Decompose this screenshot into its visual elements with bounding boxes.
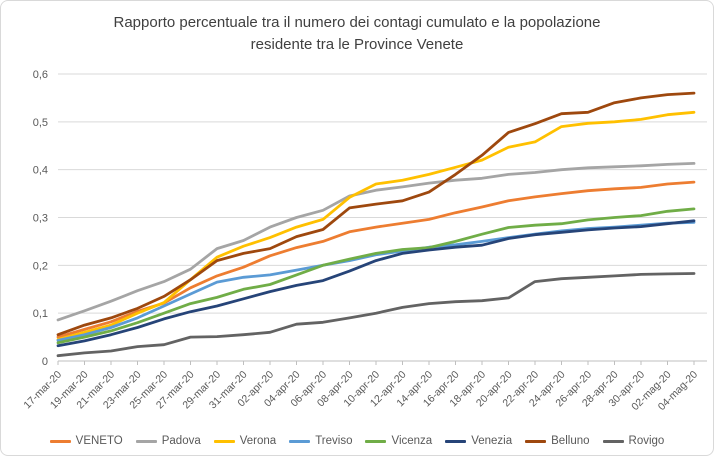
chart-title-line2: residente tra le Province Venete [250,36,464,53]
chart-title-line1: Rapporto percentuale tra il numero dei c… [113,14,601,31]
legend-label-padova: Padova [161,435,201,447]
y-tick-label: 0,1 [33,308,48,320]
legend-label-vicenza: Vicenza [391,435,433,447]
legend-label-belluno: Belluno [551,435,590,447]
legend-dash-belluno [525,439,547,443]
legend-label-venezia: Venezia [471,435,513,447]
series-line-padova [56,161,696,322]
y-tick-label: 0 [42,356,48,368]
y-tick-label: 0,5 [33,117,48,129]
series-line-belluno [56,91,696,337]
legend-item-belluno[interactable]: Belluno [525,435,590,447]
legend-item-padova[interactable]: Padova [135,435,201,447]
legend-dash-verona [213,439,235,443]
legend-item-veneto[interactable]: VENETO [49,435,123,447]
legend-label-rovigo: Rovigo [628,435,665,447]
legend-dash-venezia [445,439,467,443]
y-tick-label: 0,3 [33,213,48,225]
legend-item-vicenza[interactable]: Vicenza [365,435,432,447]
legend-label-veneto: VENETO [75,435,123,447]
series-line-rovigo [56,272,696,358]
legend-item-treviso[interactable]: Treviso [289,435,352,447]
legend-dash-padova [135,439,157,443]
chart-title: Rapporto percentuale tra il numero dei c… [1,12,713,56]
legend-dash-veneto [49,439,71,443]
legend: VENETO Padova Verona Treviso Vicenza Venezia B… [1,435,713,447]
legend-dash-vicenza [365,439,387,443]
legend-label-treviso: Treviso [315,435,353,447]
series-line-venezia [56,219,696,348]
legend-item-verona[interactable]: Verona [213,435,277,447]
legend-item-venezia[interactable]: Venezia [445,435,512,447]
series-line-vicenza [56,207,696,345]
series-line-verona [56,110,696,341]
legend-dash-rovigo [602,439,624,443]
legend-dash-treviso [289,439,311,443]
legend-item-rovigo[interactable]: Rovigo [602,435,665,447]
legend-label-verona: Verona [239,435,277,447]
y-tick-label: 0,6 [33,69,48,81]
y-tick-label: 0,2 [33,260,48,272]
y-tick-label: 0,4 [33,165,48,177]
